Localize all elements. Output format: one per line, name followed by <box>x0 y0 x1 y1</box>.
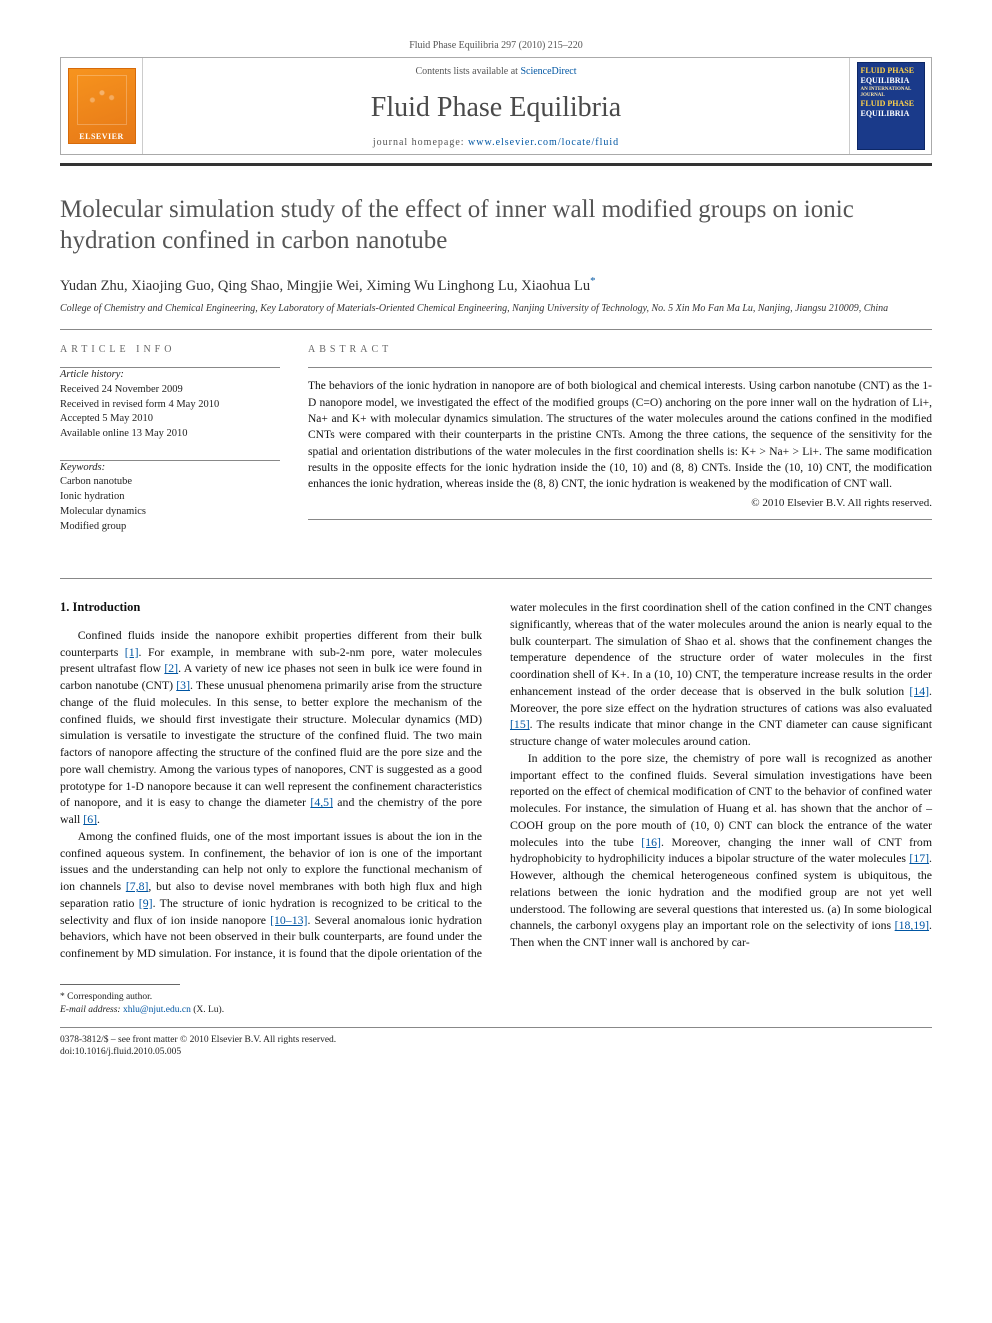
abstract-bottom-rule <box>308 519 932 520</box>
email-line: E-mail address: xhlu@njut.edu.cn (X. Lu)… <box>60 1004 932 1017</box>
running-head: Fluid Phase Equilibria 297 (2010) 215–22… <box>60 40 932 57</box>
abstract-copyright: © 2010 Elsevier B.V. All rights reserved… <box>308 497 932 509</box>
history-label: Article history: <box>60 369 124 380</box>
p2f: . The results indicate that minor change… <box>510 717 932 748</box>
cover-line3: FLUID PHASE <box>861 99 921 109</box>
email-link[interactable]: xhlu@njut.edu.cn <box>123 1005 191 1015</box>
para-3: In addition to the pore size, the chemis… <box>510 750 932 951</box>
received-date: Received 24 November 2009 <box>60 383 280 398</box>
keyword-0: Carbon nanotube <box>60 475 280 490</box>
ref-4-5[interactable]: [4,5] <box>310 795 333 809</box>
ref-10-13[interactable]: [10–13] <box>270 913 307 927</box>
publisher-logo-cell: ELSEVIER <box>61 58 143 154</box>
elsevier-tree-icon <box>77 75 127 125</box>
journal-name: Fluid Phase Equilibria <box>147 92 845 124</box>
authors-text: Yudan Zhu, Xiaojing Guo, Qing Shao, Ming… <box>60 277 590 293</box>
keywords-block: Keywords: Carbon nanotube Ionic hydratio… <box>60 461 280 534</box>
journal-homepage-line: journal homepage: www.elsevier.com/locat… <box>147 137 845 148</box>
journal-cover-thumb: FLUID PHASE EQUILIBRIA AN INTERNATIONAL … <box>857 62 925 150</box>
cover-sub: AN INTERNATIONAL JOURNAL <box>861 87 921 99</box>
journal-header-center: Contents lists available at ScienceDirec… <box>143 58 849 154</box>
sciencedirect-link[interactable]: ScienceDirect <box>520 66 576 77</box>
affiliation: College of Chemistry and Chemical Engine… <box>60 302 932 315</box>
email-suffix: (X. Lu). <box>191 1005 224 1015</box>
keyword-2: Molecular dynamics <box>60 505 280 520</box>
ref-1[interactable]: [1] <box>125 645 139 659</box>
issn-line: 0378-3812/$ – see front matter © 2010 El… <box>60 1034 932 1047</box>
cover-line2: EQUILIBRIA <box>861 76 921 86</box>
para-1: Confined fluids inside the nanopore exhi… <box>60 627 482 828</box>
accepted-date: Accepted 5 May 2010 <box>60 412 280 427</box>
article-info-column: ARTICLE INFO Article history: Received 2… <box>60 330 280 552</box>
author-list: Yudan Zhu, Xiaojing Guo, Qing Shao, Ming… <box>60 275 932 295</box>
contents-available-line: Contents lists available at ScienceDirec… <box>147 66 845 77</box>
publisher-name: ELSEVIER <box>79 132 123 141</box>
corresponding-author-note: * Corresponding author. <box>60 991 932 1004</box>
article-info-heading: ARTICLE INFO <box>60 344 280 355</box>
article-history-block: Article history: Received 24 November 20… <box>60 368 280 441</box>
footnotes: * Corresponding author. E-mail address: … <box>60 991 932 1017</box>
footer-rule <box>60 1027 932 1028</box>
abstract-text: The behaviors of the ionic hydration in … <box>308 378 932 492</box>
ref-3[interactable]: [3] <box>176 678 190 692</box>
article-title: Molecular simulation study of the effect… <box>60 194 932 257</box>
info-abstract-row: ARTICLE INFO Article history: Received 2… <box>60 330 932 552</box>
cover-line4: EQUILIBRIA <box>861 109 921 119</box>
ref-18-19[interactable]: [18,19] <box>895 918 929 932</box>
keyword-3: Modified group <box>60 520 280 535</box>
homepage-prefix: journal homepage: <box>373 137 468 148</box>
footer-block: 0378-3812/$ – see front matter © 2010 El… <box>60 1034 932 1060</box>
elsevier-logo: ELSEVIER <box>68 68 136 144</box>
ref-2[interactable]: [2] <box>164 661 178 675</box>
email-label: E-mail address: <box>60 1005 123 1015</box>
ref-6[interactable]: [6] <box>83 812 97 826</box>
body-top-rule <box>60 578 932 579</box>
footnote-rule <box>60 984 180 985</box>
corresponding-marker: * <box>590 275 595 287</box>
cover-cell: FLUID PHASE EQUILIBRIA AN INTERNATIONAL … <box>849 58 931 154</box>
ref-9[interactable]: [9] <box>139 896 153 910</box>
page-root: Fluid Phase Equilibria 297 (2010) 215–22… <box>0 0 992 1099</box>
keyword-1: Ionic hydration <box>60 490 280 505</box>
abstract-heading: ABSTRACT <box>308 344 932 355</box>
ref-14[interactable]: [14] <box>909 684 929 698</box>
abstract-rule <box>308 367 932 368</box>
journal-header: ELSEVIER Contents lists available at Sci… <box>60 57 932 155</box>
contents-prefix: Contents lists available at <box>415 66 520 77</box>
cover-line1: FLUID PHASE <box>861 66 921 76</box>
doi-line: doi:10.1016/j.fluid.2010.05.005 <box>60 1046 932 1059</box>
header-rule <box>60 163 932 166</box>
keywords-label: Keywords: <box>60 462 105 473</box>
revised-date: Received in revised form 4 May 2010 <box>60 398 280 413</box>
p1f: . <box>97 812 100 826</box>
ref-17[interactable]: [17] <box>909 851 929 865</box>
ref-7-8[interactable]: [7,8] <box>126 879 149 893</box>
body-two-column: 1. Introduction Confined fluids inside t… <box>60 599 932 962</box>
journal-homepage-link[interactable]: www.elsevier.com/locate/fluid <box>468 137 619 148</box>
ref-15[interactable]: [15] <box>510 717 530 731</box>
section-1-heading: 1. Introduction <box>60 599 482 617</box>
online-date: Available online 13 May 2010 <box>60 427 280 442</box>
p1d: . These unusual phenomena primarily aris… <box>60 678 482 809</box>
ref-16[interactable]: [16] <box>641 835 661 849</box>
abstract-column: ABSTRACT The behaviors of the ionic hydr… <box>308 330 932 552</box>
